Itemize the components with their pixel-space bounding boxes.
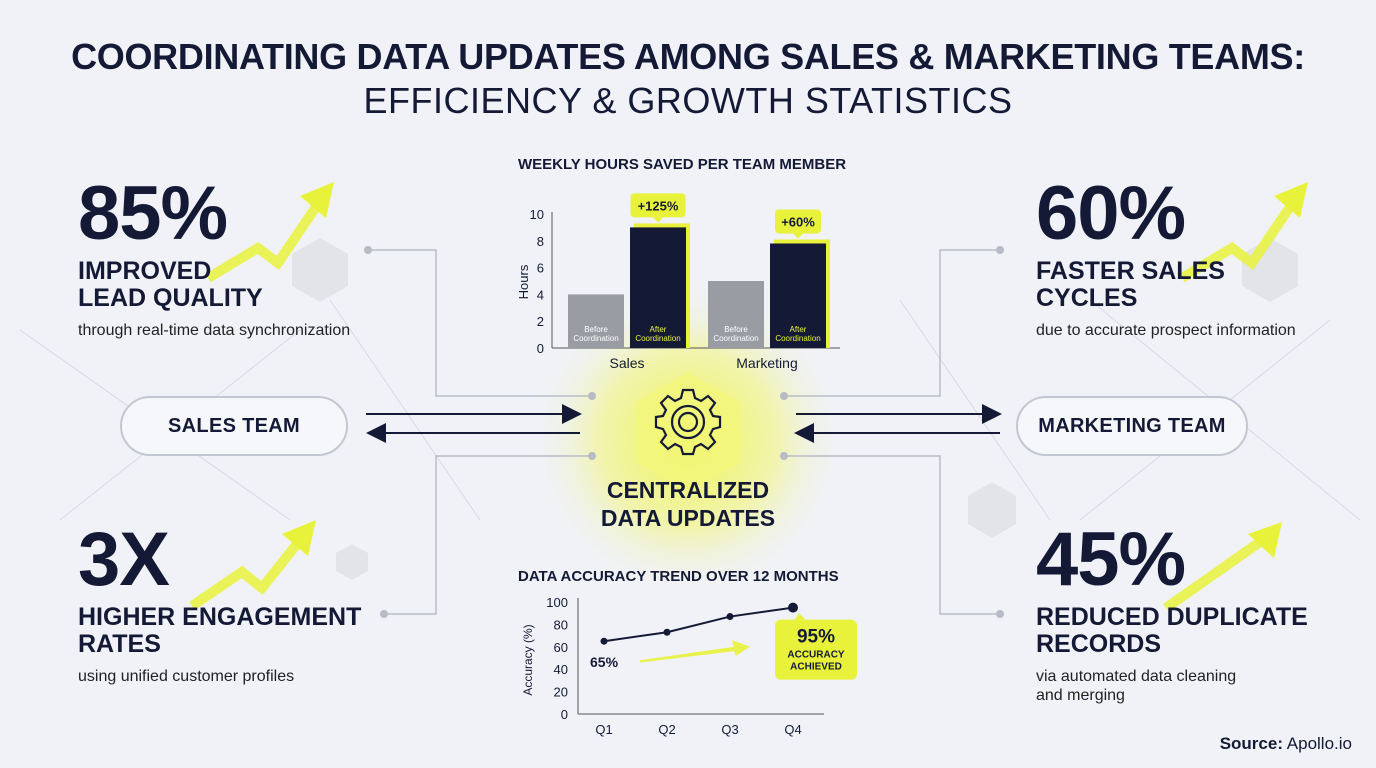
stat-value: 45% [1036, 517, 1186, 602]
trend-up-arrow-icon [1163, 522, 1282, 613]
annotation-badge [630, 193, 686, 218]
end-callout-badge [775, 619, 857, 680]
bar [770, 243, 826, 348]
x-category-label: Sales [609, 355, 644, 371]
stat-description: due to accurate prospect information [1036, 322, 1296, 339]
trend-up-arrow-icon [189, 520, 316, 611]
x-tick-label: Q2 [658, 722, 675, 737]
data-point [726, 613, 734, 621]
marketing-team-node: MARKETING TEAM [1016, 396, 1248, 456]
annotation-label: +60% [781, 214, 815, 229]
y-tick-label: 100 [546, 595, 568, 610]
y-tick-label: 40 [554, 662, 568, 677]
trend-up-arrow-icon [1179, 182, 1308, 283]
stat-label: REDUCED DUPLICATE RECORDS [1036, 603, 1308, 658]
stat-value: 3X [78, 517, 170, 602]
bar-inner-label: Coordination [713, 334, 758, 343]
line-chart-title: DATA ACCURACY TREND OVER 12 MONTHS [518, 568, 839, 585]
annotation-badge [775, 209, 821, 234]
bar-inner-label: Coordination [573, 334, 618, 343]
gear-icon [654, 388, 722, 456]
stat-value: 85% [78, 171, 228, 256]
x-tick-label: Q1 [595, 722, 612, 737]
end-callout-label: ACCURACY [787, 650, 845, 661]
bar [568, 294, 624, 348]
hub-label: CENTRALIZED DATA UPDATES [600, 477, 776, 531]
stat-description: through real-time data synchronization [78, 322, 351, 339]
stat-label: HIGHER ENGAGEMENT RATES [78, 603, 362, 658]
stat-duplicates: 45% REDUCED DUPLICATE RECORDS via automa… [1036, 522, 1356, 705]
y-tick-label: 8 [537, 234, 544, 249]
end-callout-label: ACHIEVED [790, 662, 842, 673]
y-tick-label: 6 [537, 261, 544, 276]
stat-sales-cycles: 60% FASTER SALES CYCLES due to accurate … [1036, 176, 1356, 340]
annotation-label: +125% [638, 198, 679, 213]
bar-inner-label: After [650, 325, 667, 334]
stat-engagement: 3X HIGHER ENGAGEMENT RATES using unified… [78, 517, 398, 686]
data-point [788, 602, 798, 613]
y-tick-label: 4 [537, 287, 544, 302]
bar-inner-label: Coordination [775, 334, 820, 343]
end-callout-value: 95% [797, 627, 835, 648]
stat-description: using unified customer profiles [78, 668, 295, 685]
y-tick-label: 80 [554, 617, 568, 632]
source-credit: Source: Apollo.io [1219, 734, 1352, 753]
line-chart: 0 20 40 60 80 100 Accuracy (%) Q1 Q2 Q3 Q4 65% 95% AC… [521, 595, 857, 737]
page-title: COORDINATING DATA UPDATES AMONG SALES & … [71, 36, 1305, 77]
x-tick-label: Q3 [721, 722, 738, 737]
bar-inner-label: Before [724, 325, 748, 334]
stat-description: via automated data cleaning and merging [1036, 668, 1237, 704]
y-axis-label: Hours [516, 264, 531, 299]
x-tick-label: Q4 [784, 722, 801, 737]
connector-lines [368, 249, 1000, 615]
y-axis-label: Accuracy (%) [521, 624, 535, 695]
bar-chart: 0246810HoursBeforeCoordinationAfterCoord… [516, 193, 840, 371]
bar-inner-label: After [790, 325, 807, 334]
y-tick-label: 60 [554, 640, 568, 655]
stat-label: FASTER SALES CYCLES [1036, 257, 1225, 312]
stat-lead-quality: 85% IMPROVED LEAD QUALITY through real-t… [78, 176, 398, 340]
data-point [663, 628, 671, 636]
y-tick-label: 20 [554, 685, 568, 700]
bar-inner-label: Coordination [635, 334, 680, 343]
bar [630, 227, 686, 348]
y-tick-label: 2 [537, 314, 544, 329]
bar [708, 281, 764, 348]
trend-up-arrow-icon [205, 182, 334, 283]
end-callout-pointer [795, 612, 805, 620]
data-point [600, 637, 608, 645]
y-tick-label: 10 [530, 207, 544, 222]
stat-label: IMPROVED LEAD QUALITY [78, 257, 263, 312]
y-tick-label: 0 [561, 707, 568, 722]
series-line [603, 606, 794, 643]
start-value-label: 65% [590, 654, 619, 670]
bar-inner-label: Before [584, 325, 608, 334]
sales-team-node: SALES TEAM [120, 396, 348, 456]
trend-arrow [640, 640, 750, 663]
connector-dots [364, 246, 1004, 618]
y-tick-label: 0 [537, 341, 544, 356]
annotation-pointer [653, 217, 663, 223]
x-category-label: Marketing [736, 355, 797, 371]
bar-chart-title: WEEKLY HOURS SAVED PER TEAM MEMBER [518, 156, 847, 173]
annotation-pointer [793, 233, 803, 239]
stat-value: 60% [1036, 171, 1186, 256]
page-subtitle: EFFICIENCY & GROWTH STATISTICS [363, 80, 1013, 121]
flow-arrows [366, 404, 1002, 443]
